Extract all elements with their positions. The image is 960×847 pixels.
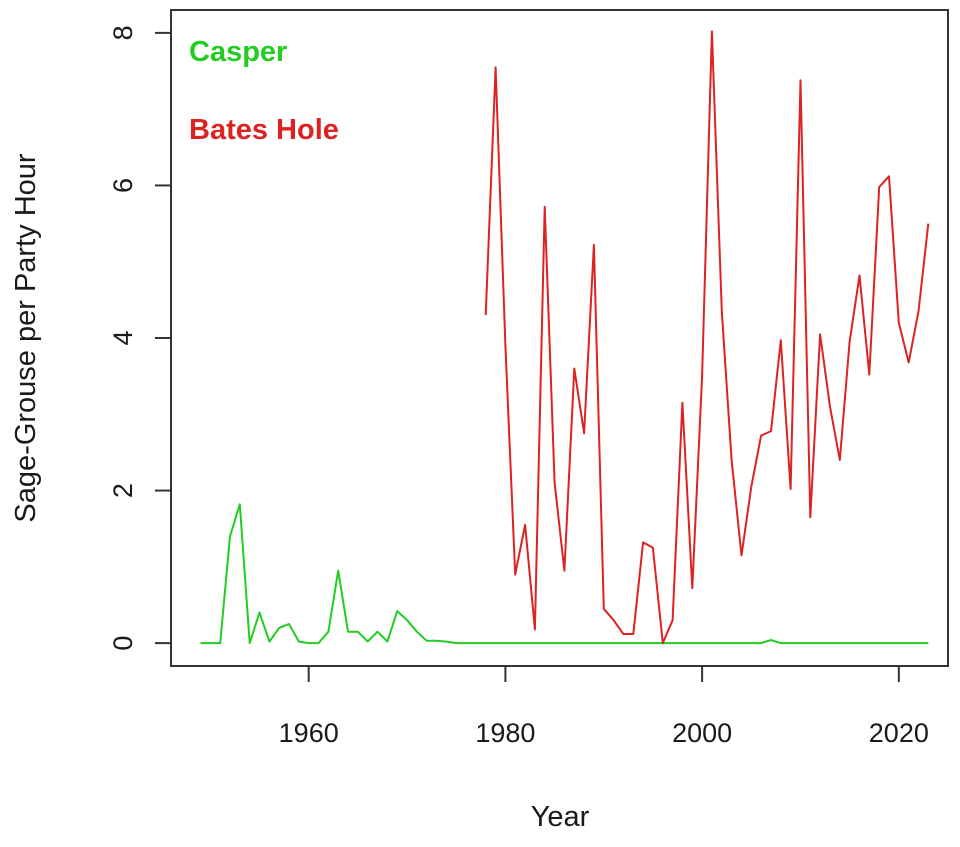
x-axis-label: Year [531,801,590,833]
x-tick-label: 2020 [869,718,929,748]
y-tick-label: 2 [108,483,138,498]
y-axis-label: Sage-Grouse per Party Hour [10,153,42,522]
series-layer [200,30,930,645]
y-tick-label: 6 [108,178,138,193]
legend-entry-casper: Casper [189,36,287,68]
series-line-casper [200,503,929,645]
y-axis: 0 2 4 6 8 [108,25,171,651]
x-tick-label: 1960 [279,718,339,748]
x-axis: 1960 1980 2000 2020 [279,666,929,748]
legend: Casper Bates Hole [189,36,339,146]
x-tick-label: 1980 [475,718,535,748]
legend-entry-bates-hole: Bates Hole [189,114,339,146]
y-tick-label: 8 [108,25,138,40]
y-tick-label: 4 [108,330,138,345]
y-tick-label: 0 [108,636,138,651]
plot-frame [170,9,949,667]
series-line-bates-hole [484,30,930,645]
x-tick-label: 2000 [672,718,732,748]
